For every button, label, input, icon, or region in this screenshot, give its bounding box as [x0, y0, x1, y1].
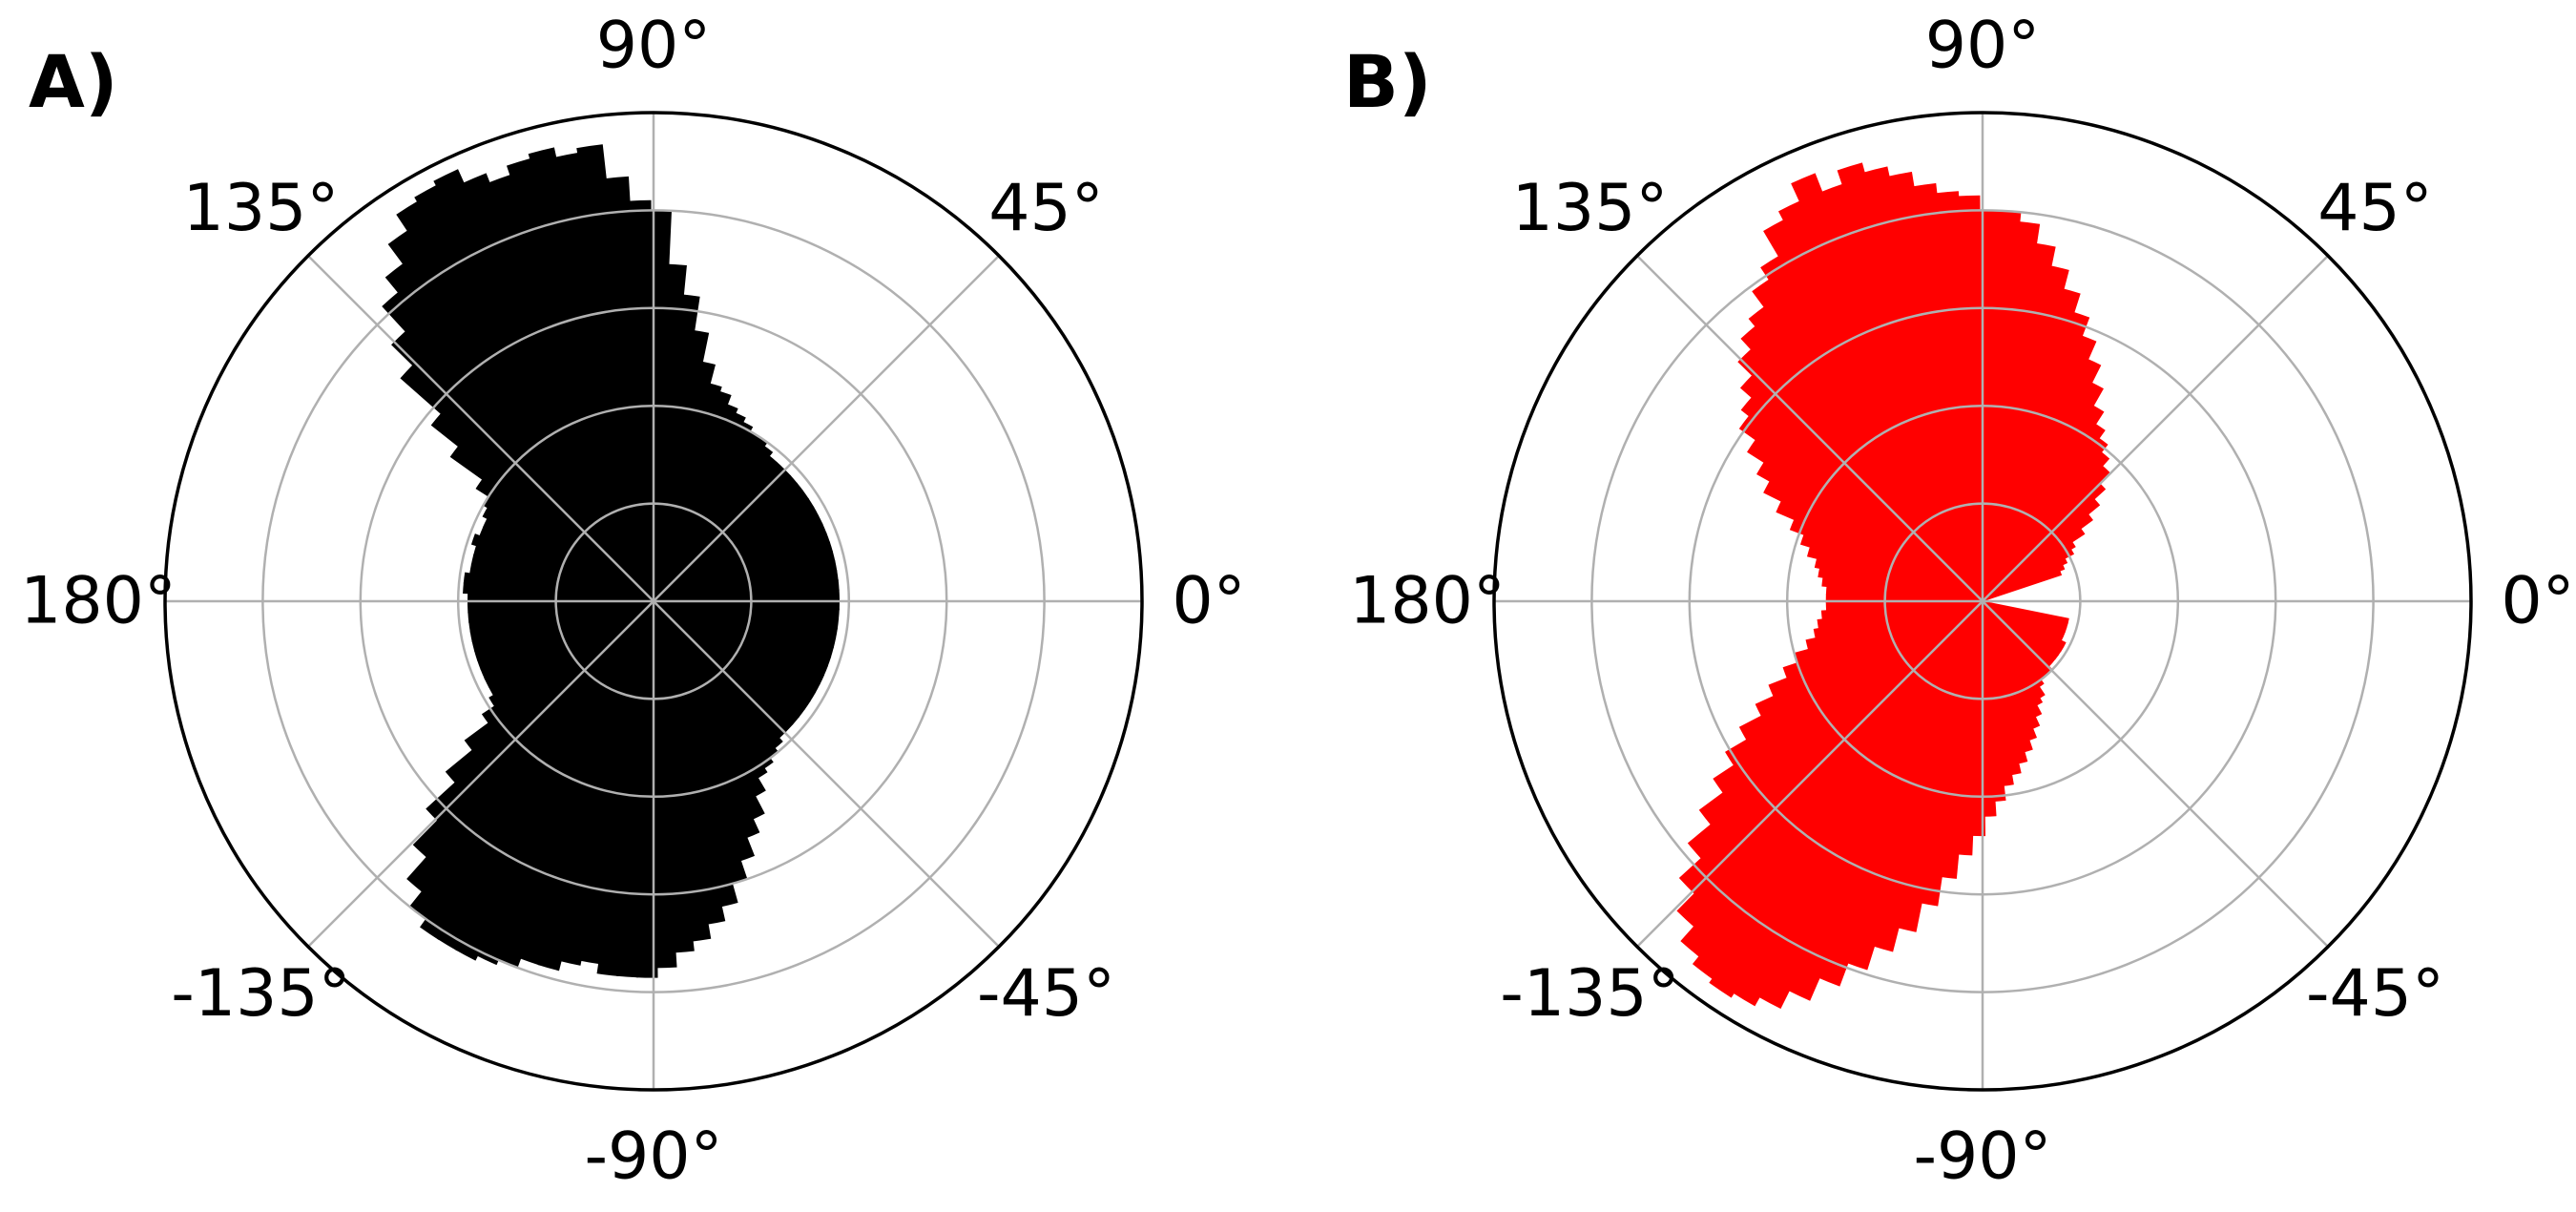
- bar-a: [475, 478, 654, 602]
- polar-frame-b: [1492, 111, 2473, 1092]
- bar-a: [384, 262, 654, 602]
- bar-a: [653, 600, 766, 798]
- angular-gridline-b: [1636, 255, 1984, 602]
- bar-a: [391, 329, 654, 602]
- theta-tick-label-a: 45°: [988, 171, 1104, 246]
- theta-tick-label-a: -90°: [584, 1119, 722, 1195]
- panel-b-label: B): [1343, 39, 1432, 124]
- polar-frame-a: [163, 111, 1144, 1092]
- bar-b: [1760, 255, 1984, 602]
- bar-b: [1756, 461, 1984, 602]
- theta-tick-label-b: 90°: [1925, 9, 2041, 84]
- bar-b: [1739, 374, 1984, 602]
- bar-a: [449, 445, 654, 602]
- panel-a: A) 0° 45° 90° 135° 180° -135° -90° -45°: [20, 9, 1246, 1195]
- theta-tick-label-b: 0°: [2501, 564, 2574, 639]
- bar-b: [1747, 438, 1984, 602]
- bar-a: [382, 291, 654, 602]
- theta-tick-label-a: 90°: [596, 9, 712, 84]
- angular-gridline-a: [653, 600, 1000, 948]
- panel-a-label: A): [29, 39, 118, 124]
- bar-a: [463, 582, 654, 602]
- bar-b: [1763, 219, 1984, 602]
- bar-b: [1814, 557, 1984, 602]
- bar-b: [1777, 199, 1984, 602]
- bar-a: [635, 600, 658, 978]
- bar-a: [653, 600, 765, 821]
- bar-b: [1732, 600, 1984, 1007]
- bar-a: [653, 600, 774, 769]
- theta-tick-label-b: -135°: [1500, 956, 1679, 1032]
- bar-a: [475, 600, 654, 966]
- bar-a: [430, 412, 654, 602]
- theta-tick-label-b: 45°: [2317, 171, 2433, 246]
- bar-b: [1807, 546, 1984, 602]
- bar-b: [1709, 600, 1984, 998]
- bar-b: [1982, 600, 2067, 648]
- angular-gridline-b: [1982, 255, 2329, 602]
- bar-b: [1757, 600, 1984, 1010]
- bar-b: [1748, 305, 1984, 602]
- theta-tick-label-a: 135°: [183, 171, 340, 246]
- bar-b: [1872, 600, 1984, 952]
- bar-b: [1740, 396, 1984, 602]
- theta-tick-label-b: 135°: [1512, 171, 1669, 246]
- theta-tick-label-a: 180°: [20, 564, 177, 639]
- theta-tick-label-b: -90°: [1913, 1119, 2051, 1195]
- theta-tick-label-a: -135°: [171, 956, 350, 1032]
- bar-b: [1940, 600, 1984, 879]
- bar-a: [387, 229, 654, 602]
- theta-tick-label-a: -45°: [977, 956, 1115, 1032]
- bar-a: [396, 199, 654, 602]
- bar-a: [455, 600, 654, 961]
- bars-a: [382, 144, 841, 978]
- bars-b: [1676, 162, 2110, 1010]
- theta-tick-label-b: -45°: [2306, 956, 2444, 1032]
- bar-b: [1957, 600, 1984, 856]
- angular-gridline-a: [653, 255, 1000, 602]
- bar-b: [1763, 480, 1984, 602]
- angular-gridline-a: [307, 255, 654, 602]
- bar-b: [1787, 600, 1984, 1001]
- bar-a: [559, 600, 654, 966]
- bar-b: [1791, 173, 1984, 602]
- bar-b: [1818, 567, 1984, 602]
- bar-a: [400, 364, 654, 602]
- bar-b: [1789, 518, 1984, 602]
- angular-gridline-a: [307, 600, 654, 948]
- bar-a: [653, 263, 687, 602]
- bar-b: [1920, 600, 1984, 907]
- bar-b: [1897, 600, 1984, 932]
- bar-a: [653, 600, 768, 780]
- bar-a: [414, 184, 654, 602]
- theta-tick-label-a: 0°: [1172, 564, 1245, 639]
- bar-b: [1752, 278, 1984, 602]
- bar-b: [1818, 600, 1984, 987]
- panel-b: B) 0° 45° 90° 135° 180° -135° -90° -45°: [1343, 9, 2575, 1195]
- bar-b: [1737, 347, 1984, 602]
- bar-b: [1982, 600, 2069, 624]
- bar-b: [1738, 414, 1984, 602]
- bar-b: [1740, 324, 1984, 602]
- bar-a: [433, 169, 654, 602]
- bar-b: [1982, 600, 2045, 688]
- angular-gridline-b: [1636, 600, 1984, 948]
- angular-gridline-b: [1982, 600, 2329, 948]
- theta-tick-label-b: 180°: [1349, 564, 1506, 639]
- bar-b: [1821, 576, 1984, 602]
- bar-b: [1776, 499, 1984, 602]
